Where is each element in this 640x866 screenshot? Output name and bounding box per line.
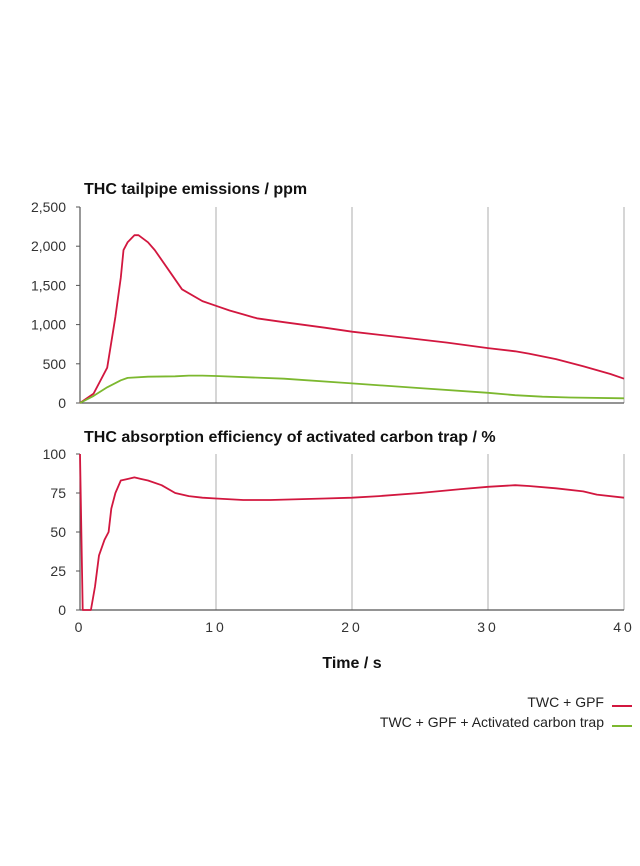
- y-tick-label: 2,500: [31, 199, 66, 215]
- y-tick-label: 25: [50, 563, 66, 579]
- y-tick-label: 50: [50, 524, 66, 540]
- legend: TWC + GPF TWC + GPF + Activated carbon t…: [380, 694, 632, 730]
- bottom-grid: [79, 454, 625, 611]
- y-tick-label: 1,000: [31, 317, 66, 333]
- x-tick-label: 20: [341, 619, 363, 635]
- legend-label-twc-gpf: TWC + GPF: [527, 694, 604, 710]
- top-series-lines: [79, 234, 625, 404]
- top-y-ticks: 0 500 1,000 1,500 2,000 2,500: [31, 199, 80, 411]
- bottom-panel: THC absorption efficiency of activated c…: [43, 429, 635, 672]
- top-chart-title: THC tailpipe emissions / ppm: [84, 181, 307, 198]
- bottom-x-ticks: 0 10 20 30 40: [75, 619, 635, 635]
- bottom-y-ticks: 0 25 50 75 100: [43, 446, 80, 618]
- y-tick-label: 1,500: [31, 277, 66, 293]
- legend-label-carbon-trap: TWC + GPF + Activated carbon trap: [380, 714, 604, 730]
- top-panel: THC tailpipe emissions / ppm 0 500 1,000 1,…: [31, 181, 625, 411]
- top-grid: [79, 207, 625, 404]
- x-tick-label: 40: [613, 619, 635, 635]
- bottom-chart-title: THC absorption efficiency of activated c…: [84, 429, 496, 446]
- y-tick-label: 500: [43, 356, 67, 372]
- series-line-0-0: [79, 234, 625, 404]
- x-tick-label: 0: [75, 619, 86, 635]
- series-line-1-0: [79, 453, 625, 611]
- y-tick-label: 75: [50, 485, 66, 501]
- x-axis-label: Time / s: [322, 655, 381, 672]
- y-tick-label: 100: [43, 446, 67, 462]
- bottom-series-lines: [79, 453, 625, 611]
- y-tick-label: 0: [58, 602, 66, 618]
- y-tick-label: 2,000: [31, 238, 66, 254]
- x-tick-label: 30: [477, 619, 499, 635]
- series-line-0-1: [79, 374, 625, 404]
- y-tick-label: 0: [58, 395, 66, 411]
- x-tick-label: 10: [205, 619, 227, 635]
